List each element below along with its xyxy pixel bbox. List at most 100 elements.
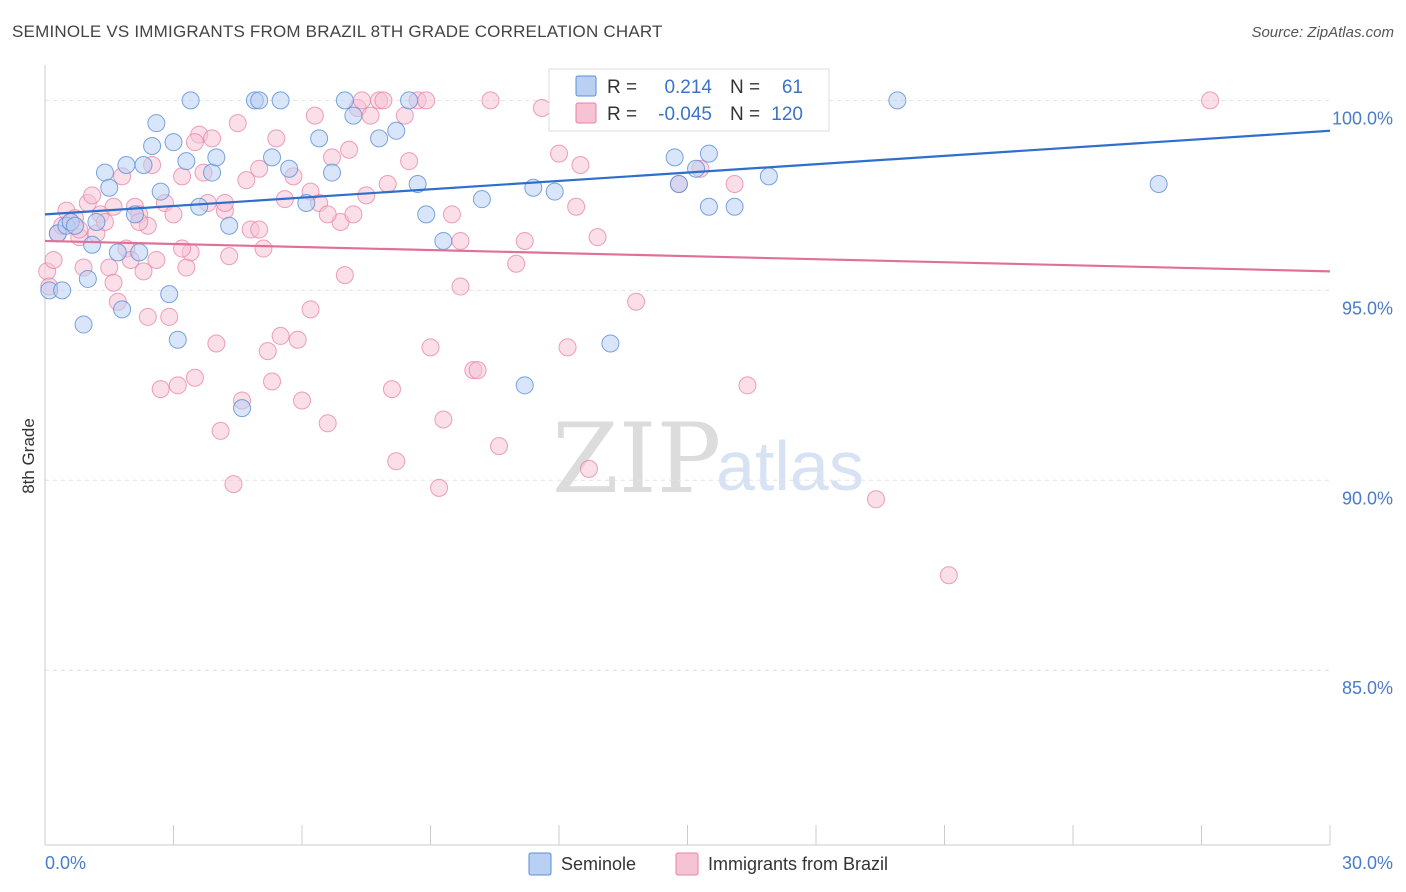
y-tick-label-0: 100.0%: [1332, 108, 1393, 128]
seminole-point-6: [74, 315, 93, 334]
brazil-point-74: [382, 380, 401, 399]
seminole-point-13: [113, 300, 132, 319]
seminole-point-45: [417, 205, 436, 224]
seminole-point-25: [181, 91, 200, 110]
seminole-point-16: [130, 243, 149, 262]
brazil-point-102: [725, 174, 744, 193]
brazil-trend-line: [44, 239, 1331, 273]
source-label: Source: ZipAtlas.com: [1251, 24, 1394, 41]
seminole-point-60: [1149, 174, 1168, 193]
brazil-point-118: [138, 307, 157, 326]
legend-n-label-1: N =: [730, 77, 760, 98]
watermark: ZIP atlas: [552, 403, 864, 515]
seminole-point-15: [125, 205, 144, 224]
seminole-point-24: [177, 152, 196, 171]
seminole-point-42: [387, 121, 406, 140]
brazil-point-89: [515, 231, 534, 250]
brazil-point-117: [185, 133, 204, 152]
seminole-point-57: [725, 197, 744, 216]
brazil-point-26: [147, 250, 166, 269]
chart-title: SEMINOLE VS IMMIGRANTS FROM BRAZIL 8TH G…: [12, 22, 663, 41]
brazil-point-116: [451, 231, 470, 250]
brazil-point-69: [357, 186, 376, 205]
x-tick-label-0: 0.0%: [45, 853, 86, 873]
legend-swatch-seminole: [575, 75, 597, 97]
brazil-point-40: [207, 334, 226, 353]
seminole-point-33: [263, 148, 282, 167]
seminole-point-58: [759, 167, 778, 186]
seminole-point-43: [400, 91, 419, 110]
legend-r-label-1: R =: [607, 77, 637, 98]
brazil-point-62: [318, 414, 337, 433]
brazil-point-57: [288, 330, 307, 349]
seminole-point-40: [344, 106, 363, 125]
seminole-point-11: [100, 178, 119, 197]
brazil-point-104: [866, 490, 885, 509]
legend-n-value-1: 61: [782, 77, 803, 98]
brazil-point-31: [168, 376, 187, 395]
brazil-point-41: [211, 421, 230, 440]
seminole-point-19: [147, 114, 166, 133]
brazil-point-45: [228, 114, 247, 133]
seminole-points: [40, 91, 1168, 418]
y-tick-label-2: 90.0%: [1342, 488, 1393, 508]
seminole-point-46: [434, 231, 453, 250]
brazil-point-52: [263, 372, 282, 391]
seminole-point-59: [888, 91, 907, 110]
seminole-point-27: [203, 163, 222, 182]
brazil-point-2: [44, 250, 63, 269]
brazil-point-106: [1201, 91, 1220, 110]
brazil-point-67: [344, 205, 363, 224]
brazil-point-85: [468, 361, 487, 380]
brazil-point-65: [335, 266, 354, 285]
brazil-point-35: [185, 368, 204, 387]
brazil-point-60: [305, 106, 324, 125]
brazil-point-50: [254, 239, 273, 258]
legend-n-value-2: 120: [771, 104, 803, 125]
seminole-point-18: [143, 136, 162, 155]
seminole-point-14: [117, 155, 136, 174]
brazil-point-87: [490, 437, 509, 456]
seminole-point-9: [87, 212, 106, 231]
brazil-point-76: [400, 152, 419, 171]
brazil-point-80: [430, 478, 449, 497]
seminole-point-41: [370, 129, 389, 148]
brazil-point-39: [203, 129, 222, 148]
brazil-point-15: [100, 258, 119, 277]
brazil-point-47: [237, 171, 256, 190]
seminole-point-26: [190, 197, 209, 216]
seminole-point-21: [160, 285, 179, 304]
seminole-trend-line: [44, 129, 1331, 216]
bottom-legend-swatch-seminole: [528, 852, 552, 876]
brazil-point-103: [738, 376, 757, 395]
seminole-point-51: [601, 334, 620, 353]
brazil-point-66: [340, 140, 359, 159]
seminole-point-55: [669, 174, 688, 193]
brazil-point-95: [579, 459, 598, 478]
brazil-point-30: [164, 205, 183, 224]
brazil-point-88: [507, 254, 526, 273]
seminole-point-17: [134, 155, 153, 174]
seminole-point-22: [164, 133, 183, 152]
y-axis-title: 8th Grade: [19, 418, 38, 494]
seminole-point-50: [545, 182, 564, 201]
correlation-legend: R = 0.214 N = 61 R = -0.045 N = 120: [548, 68, 830, 132]
trend-lines: [44, 129, 1331, 273]
seminole-point-35: [280, 159, 299, 178]
seminole-point-28: [207, 148, 226, 167]
y-tick-label-1: 95.0%: [1342, 298, 1393, 318]
series-legend: Seminole Immigrants from Brazil: [528, 852, 888, 876]
brazil-point-44: [224, 475, 243, 494]
brazil-point-43: [220, 247, 239, 266]
brazil-point-93: [567, 197, 586, 216]
brazil-point-98: [627, 292, 646, 311]
brazil-point-54: [271, 326, 290, 345]
watermark-zip: ZIP: [552, 403, 721, 515]
brazil-point-83: [451, 277, 470, 296]
brazil-point-53: [267, 129, 286, 148]
brazil-point-114: [352, 91, 371, 110]
seminole-point-8: [83, 235, 102, 254]
legend-swatch-brazil: [575, 102, 597, 124]
legend-r-value-1: 0.214: [664, 77, 712, 98]
brazil-point-70: [361, 106, 380, 125]
